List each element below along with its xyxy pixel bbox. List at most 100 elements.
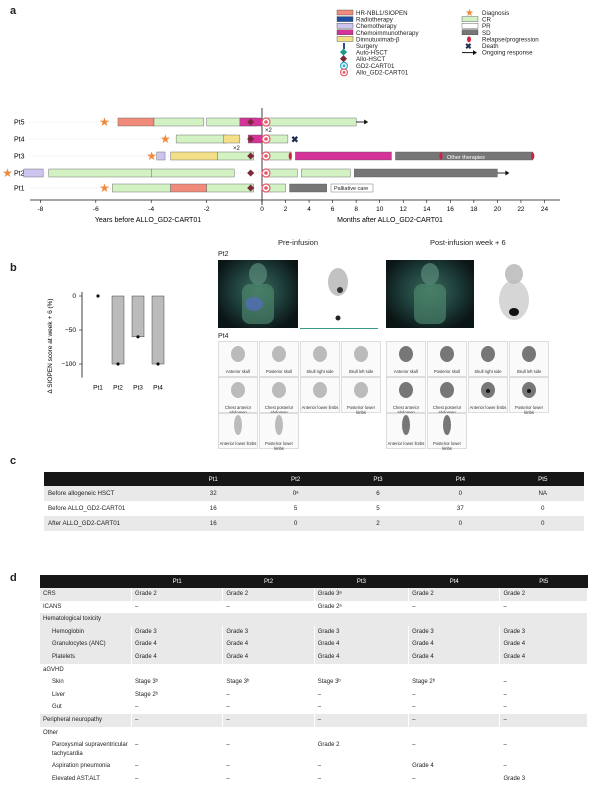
table-cell: – [131, 760, 224, 773]
table-cell: – [408, 701, 501, 714]
table-cell: – [131, 772, 224, 786]
bar [131, 295, 145, 338]
palliative-care-annotation: Palliative care [334, 186, 368, 192]
table-cell: Grade 3 [499, 625, 588, 639]
table-cell: – [131, 713, 224, 727]
table-cell: – [499, 760, 588, 773]
table-cell: Platelets [40, 650, 132, 664]
table-cell: Stage 3ᵇ [131, 676, 224, 689]
table-cell: – [408, 600, 501, 614]
pt4-post-scan-cell: Anterior lower limbs [468, 377, 508, 413]
table-cell: Hemoglobin [40, 625, 132, 639]
table-cell: – [222, 739, 315, 761]
scan-blob-icon [399, 382, 413, 398]
table-cell: Skin [40, 676, 132, 689]
allo-hsct-diamond-icon [247, 152, 255, 160]
scan-label: Skull left side [516, 369, 542, 374]
table-cell: Grade 3 [408, 625, 501, 639]
surgery-icon [343, 43, 345, 49]
therapy-bar [206, 183, 254, 193]
scan-shape [440, 382, 454, 398]
x-right-axis-label: Months after ALLO_GD2-CART01 [337, 217, 443, 224]
scan-label: Posterior lower limbs [433, 441, 461, 451]
legend-label: Allo_GD2-CART01 [356, 69, 409, 76]
allo-cart-ring-center-icon [264, 154, 268, 158]
scan-label: Skull left side [348, 369, 374, 374]
allo-cart-ring-center-icon [264, 120, 268, 124]
x-left-axis-label: Years before ALLO_GD2-CART01 [95, 217, 201, 224]
pt4-pre-scan-cell: Chest anterior abdomen [218, 377, 258, 415]
x-tick-label: -8 [38, 206, 44, 213]
table-row: Peripheral neuropathy – – – – – [40, 713, 588, 727]
y-axis-label: Δ SIOPEN score at week + 6 (%) [47, 298, 54, 393]
death-cross-icon: ✖ [291, 135, 299, 145]
scan-label: Anterior skull [225, 369, 251, 374]
scan-blob-icon [402, 415, 410, 435]
scan-shape [481, 346, 495, 362]
table-cell: – [408, 739, 501, 761]
x-tick-label: 6 [331, 206, 335, 213]
therapy-bar [150, 168, 235, 178]
table-cell: Grade 2 [408, 588, 501, 601]
allo-cart-ring-center-icon [264, 171, 268, 175]
pt2-pre-mibg [300, 260, 378, 329]
legend-label: Radiotherapy [356, 17, 394, 24]
therapy-bar [153, 117, 205, 127]
response-bar [301, 168, 351, 178]
scan-shape [234, 415, 242, 435]
ring-center-icon [342, 71, 346, 74]
pt4-pre-scan-cell: Anterior lower limbs [218, 413, 258, 449]
table-cell: 5 [293, 505, 298, 512]
pt4-post-scan-cell: Posterior lower limbs [509, 377, 549, 415]
table-cell: Grade 3ᵃ [314, 588, 410, 601]
diagnosis-star-icon: ★ [99, 181, 110, 195]
therapy-bar [156, 151, 166, 161]
x-tick-label: 14 [423, 206, 431, 213]
scan-uptake-dot [486, 389, 490, 393]
table-section-title: Other [40, 726, 588, 740]
table-cell: – [314, 701, 410, 714]
palliative-care-box [330, 183, 374, 193]
diagnosis-star-icon: ★ [146, 149, 157, 163]
table-cell: NA [501, 486, 584, 501]
table-cell: – [408, 713, 501, 727]
table-cell: Grade 2 [314, 739, 410, 761]
table-cell: – [499, 676, 588, 689]
pt4-pre-scan-cell: Posterior skull [259, 341, 299, 377]
table-cell: Stage 2ᵇ [131, 688, 224, 702]
scan-shape [272, 382, 286, 398]
allo-hsct-diamond-icon [247, 184, 255, 192]
table-cell: Grade 2 [499, 588, 588, 601]
table-cell: Grade 4 [408, 760, 501, 773]
table-c-header-cell: Pt5 [501, 472, 584, 486]
y-tick-label: 0 [72, 293, 76, 300]
x-tick-label: 8 [354, 206, 358, 213]
table-c-header: Pt1 Pt2 Pt3 Pt4 Pt5 [44, 472, 584, 486]
legend-label: Relapse/progression [482, 36, 539, 43]
table-d-header-cell: Pt2 [222, 575, 315, 588]
scan-shape [313, 382, 327, 398]
therapy-bar [175, 134, 227, 144]
scan-shape [440, 346, 454, 362]
table-cell: – [222, 600, 315, 614]
table-cell: Before ALLO_GD2-CART01 [48, 505, 126, 512]
table-cell: Grade 4 [499, 650, 588, 664]
diamond-icon [339, 55, 348, 63]
relapse-marker-icon [531, 152, 535, 160]
pt4-pre-scan-cell: Skull right side [300, 341, 340, 377]
patient-label: Pt5 [14, 120, 25, 127]
table-d-header-cell [40, 575, 132, 588]
table-cell: Grade 3 [131, 625, 224, 639]
table-cell: 5 [376, 505, 380, 512]
scan-blob-icon [481, 346, 495, 362]
table-cell: Grade 4 [131, 650, 224, 664]
scan-shape [354, 382, 368, 398]
diagnosis-star-icon: ★ [2, 166, 13, 180]
diagnosis-star-icon: ★ [99, 115, 110, 129]
death-icon: ✖ [465, 42, 472, 51]
therapy-bar [223, 134, 241, 144]
legend-label: Ongoing response [482, 50, 533, 57]
x-tick-label: 22 [517, 206, 525, 213]
scan-blob-icon [231, 382, 245, 398]
table-d-header-cell: Pt3 [314, 575, 409, 588]
